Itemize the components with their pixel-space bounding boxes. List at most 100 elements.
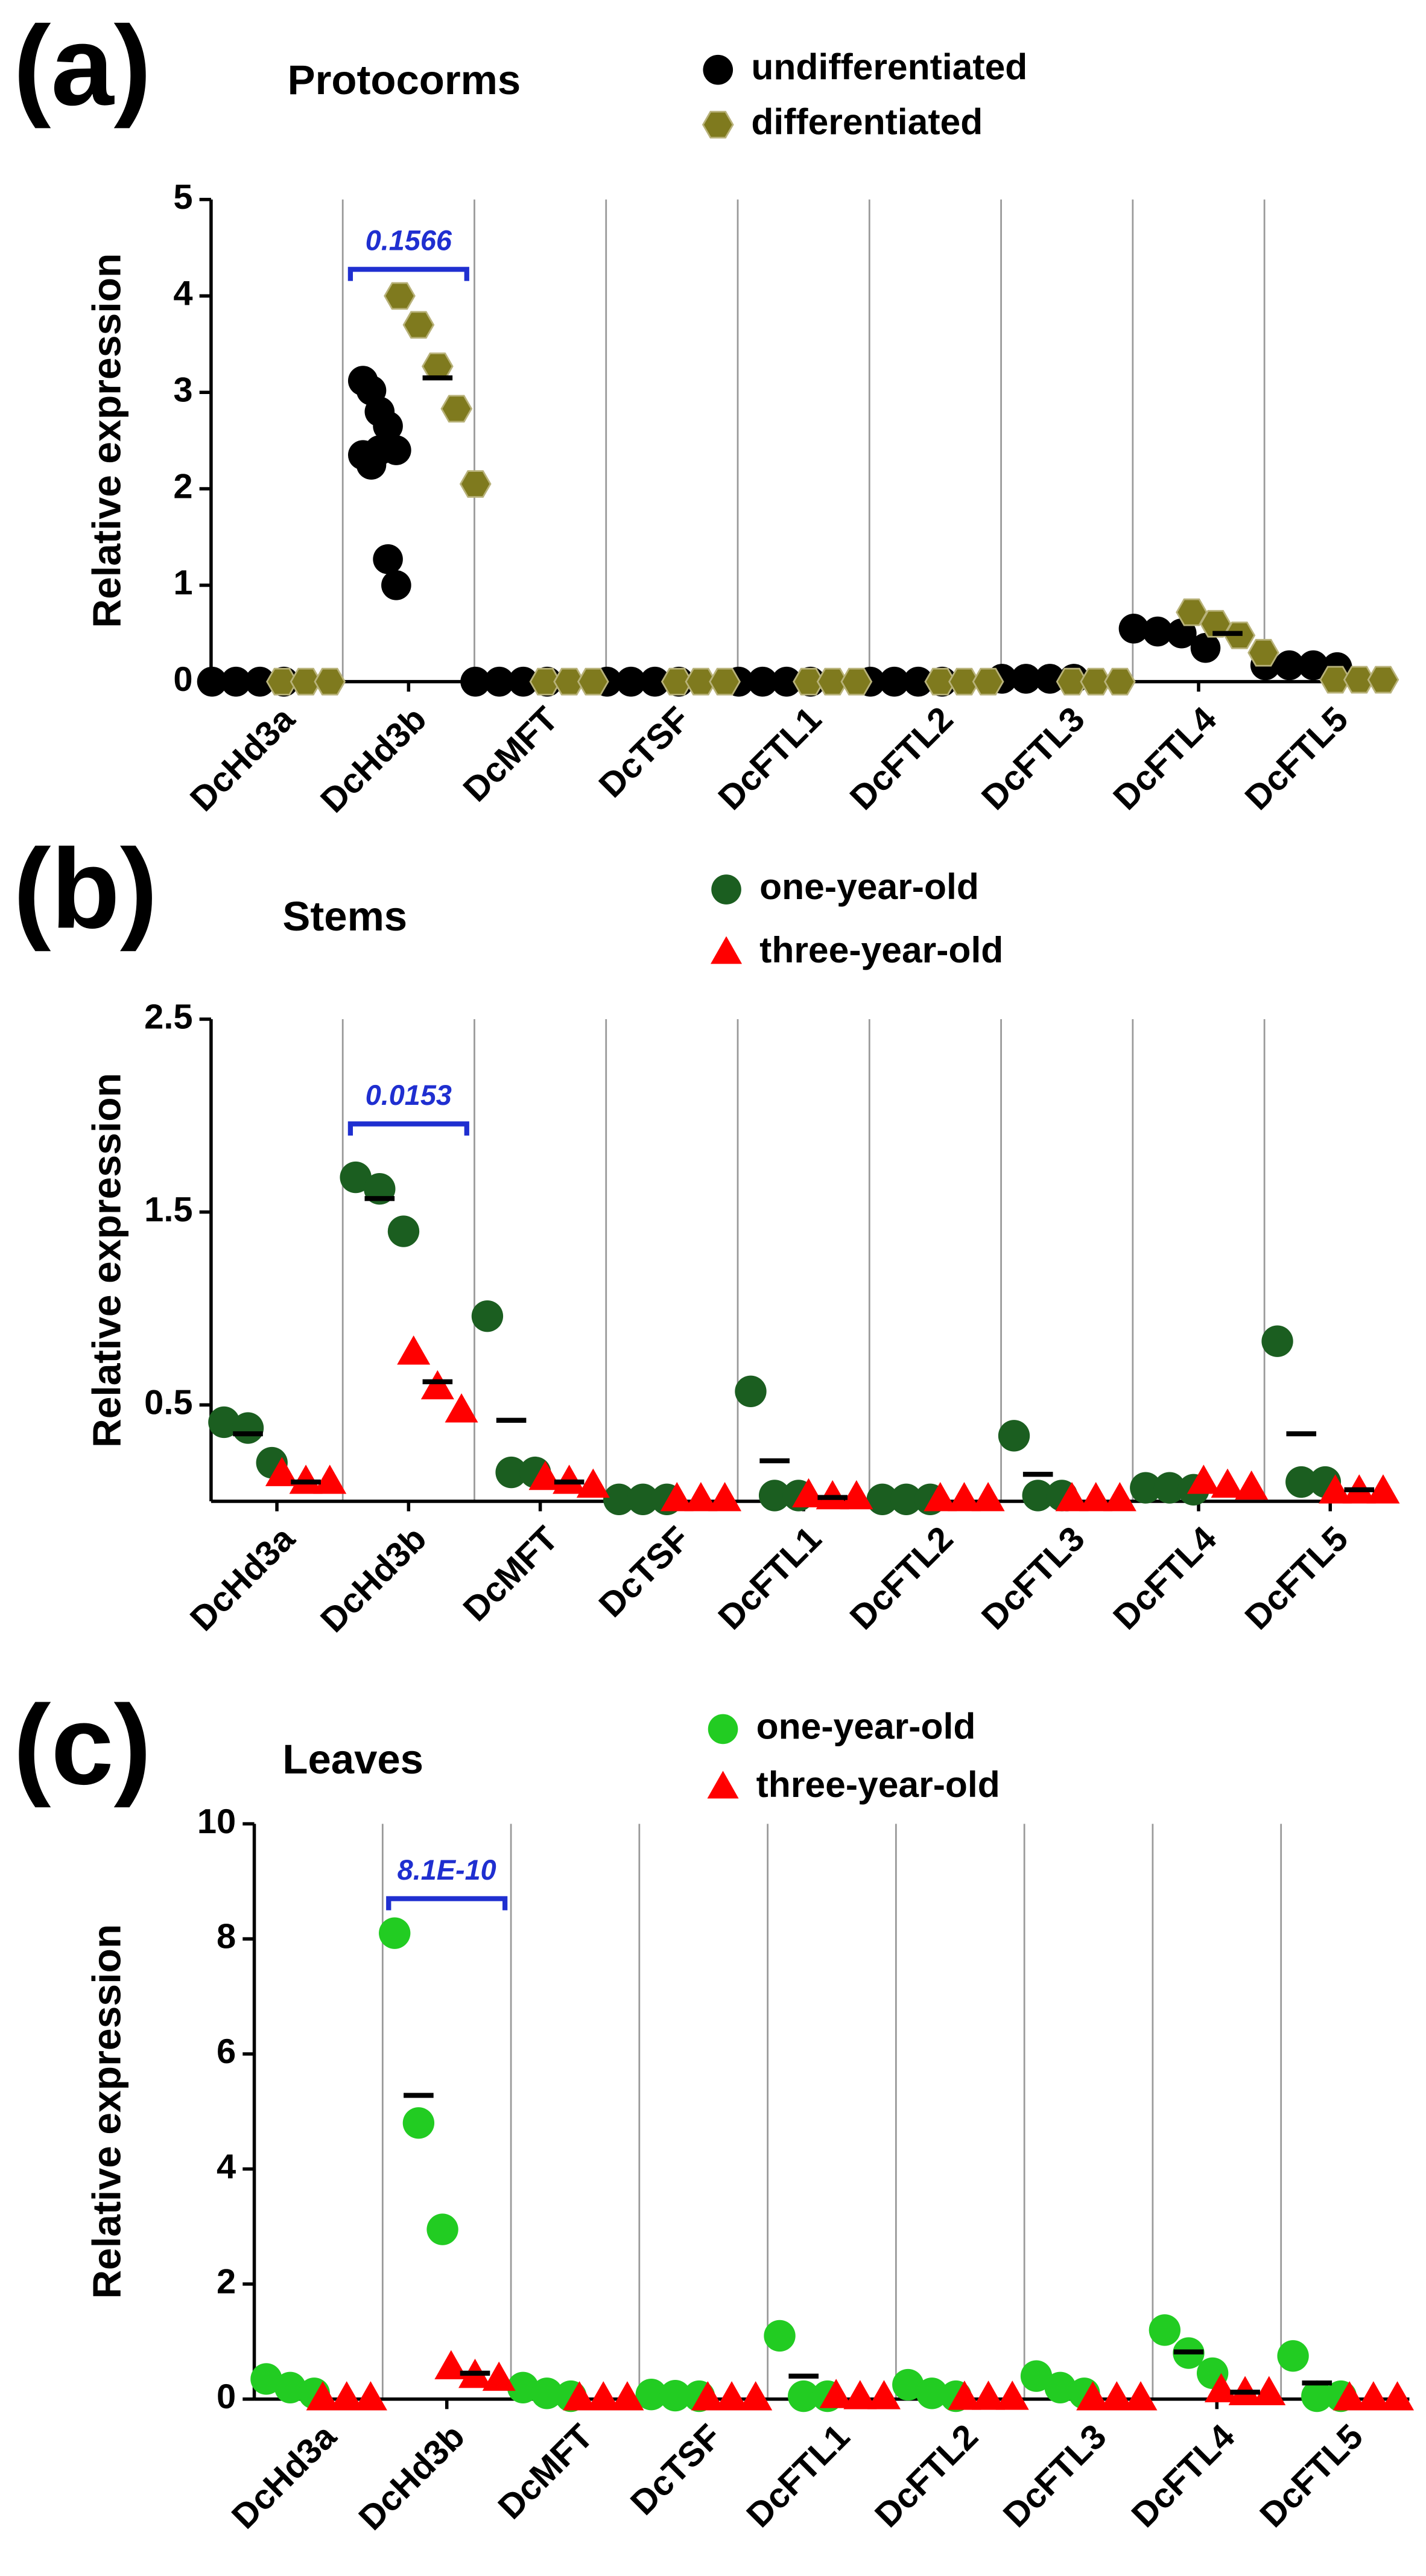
data-point <box>553 1465 586 1494</box>
p-value: 0.1566 <box>366 225 452 256</box>
significance-bracket <box>347 1121 469 1136</box>
data-point <box>384 282 416 310</box>
data-point <box>1149 2314 1180 2346</box>
data-point <box>843 2380 877 2409</box>
data-point <box>661 667 693 696</box>
data-point <box>402 2107 435 2139</box>
data-point <box>659 2379 691 2412</box>
data-point <box>1319 1474 1352 1504</box>
data-point <box>1247 638 1279 667</box>
data-point <box>747 666 778 697</box>
data-point <box>998 1420 1030 1452</box>
x-tick-label: DcFTL1 <box>711 700 829 818</box>
panel-label: (c) <box>13 1681 151 1808</box>
data-point <box>739 2381 773 2411</box>
data-point <box>995 2380 1029 2410</box>
x-tick-label: DcFTL1 <box>740 2417 857 2535</box>
data-point <box>397 1335 431 1365</box>
legend-label: three-year-old <box>756 1764 1000 1805</box>
y-axis-title: Relative expression <box>84 253 129 628</box>
legend-marker <box>711 874 741 905</box>
x-tick-label: DcFTL5 <box>1238 1519 1355 1637</box>
data-point <box>1176 598 1208 626</box>
data-point <box>426 2213 458 2245</box>
data-point <box>715 2381 749 2411</box>
data-point <box>788 2380 820 2412</box>
data-point <box>890 1483 922 1515</box>
y-tick-label: 1 <box>173 564 192 602</box>
data-point <box>691 2381 724 2411</box>
data-point <box>1211 1468 1244 1498</box>
y-axis-title: Relative expression <box>84 1073 129 1448</box>
legend-label: differentiated <box>751 101 983 142</box>
x-tick-label: DcFTL1 <box>711 1519 829 1637</box>
data-point <box>460 666 490 697</box>
data-point <box>434 2350 468 2380</box>
data-point <box>1367 666 1399 694</box>
data-point <box>484 666 515 697</box>
data-point <box>635 2379 667 2411</box>
x-tick-label: DcFTL4 <box>1106 700 1224 818</box>
data-point <box>1199 609 1232 638</box>
data-point <box>947 1482 981 1512</box>
legend-marker <box>703 54 734 85</box>
data-point <box>924 1482 957 1512</box>
data-point <box>866 1483 898 1515</box>
data-point <box>208 1406 240 1439</box>
data-point <box>250 2363 282 2395</box>
data-point <box>495 1456 527 1489</box>
data-point <box>330 2381 364 2411</box>
data-point <box>1381 2381 1415 2411</box>
data-point <box>948 2380 981 2410</box>
data-point <box>289 1465 323 1494</box>
x-tick-label: DcHd3a <box>224 2417 344 2536</box>
data-point <box>684 1482 718 1512</box>
data-point <box>972 667 1004 696</box>
p-value: 0.0153 <box>366 1080 452 1111</box>
p-value: 8.1E-10 <box>398 1854 496 1886</box>
x-tick-label: DcHd3b <box>314 700 434 821</box>
data-point <box>1056 667 1088 696</box>
data-point <box>616 666 646 697</box>
data-point <box>482 2361 516 2391</box>
data-point <box>892 2368 924 2401</box>
data-point <box>313 1465 347 1494</box>
data-point <box>1298 650 1328 681</box>
y-tick-label: 0.5 <box>144 1383 192 1422</box>
x-tick-label: DcFTL2 <box>843 1519 960 1637</box>
x-tick-label: DcTSF <box>592 700 697 806</box>
legend-marker <box>702 110 734 139</box>
x-tick-label: DcMFT <box>456 1519 566 1629</box>
data-point <box>1235 1470 1269 1500</box>
data-point <box>314 667 346 696</box>
y-tick-label: 1.5 <box>144 1191 192 1229</box>
x-tick-label: DcHd3b <box>352 2417 472 2538</box>
x-tick-label: DcHd3b <box>314 1519 434 1640</box>
data-point <box>232 1412 264 1444</box>
legend-marker <box>708 1714 738 1744</box>
data-point <box>971 1482 1005 1512</box>
data-point <box>1130 1472 1162 1504</box>
legend-marker <box>711 936 743 964</box>
data-point <box>1104 667 1136 696</box>
data-point <box>816 1480 849 1510</box>
x-tick-label: DcFTL5 <box>1253 2417 1371 2535</box>
data-point <box>1022 1480 1054 1512</box>
data-point <box>306 2381 340 2411</box>
data-point <box>793 667 825 696</box>
data-point <box>1204 2373 1238 2403</box>
data-point <box>507 2371 539 2403</box>
x-tick-label: DcHd3a <box>183 1519 302 1638</box>
data-point <box>528 1460 562 1490</box>
y-tick-label: 6 <box>217 2032 236 2071</box>
data-point <box>353 2381 387 2411</box>
data-point <box>603 1483 635 1515</box>
data-point <box>1261 1325 1293 1357</box>
data-point <box>387 1215 420 1247</box>
data-point <box>916 2377 948 2409</box>
data-point <box>840 1480 873 1510</box>
data-point <box>265 1457 299 1486</box>
x-tick-label: DcFTL3 <box>996 2417 1114 2535</box>
data-point <box>1124 2381 1158 2411</box>
